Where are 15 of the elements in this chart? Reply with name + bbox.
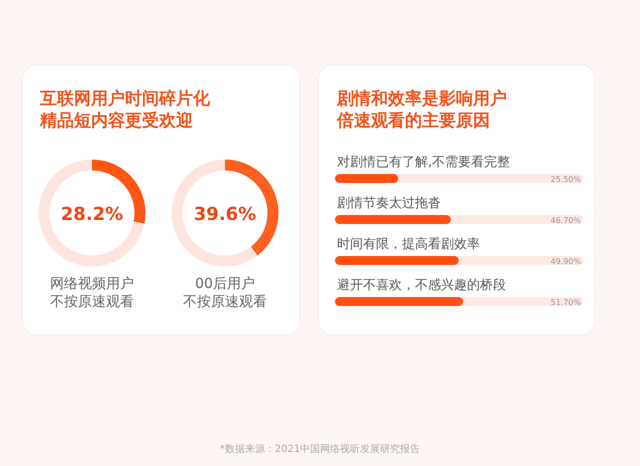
data-label: 46.70% <box>550 216 582 225</box>
text: 网络视频用户不按原速观看 <box>50 276 134 310</box>
text: *数据来源：2021中国网络视听发展研究报告 <box>220 443 420 455</box>
y-tick-label: 剧情节奏太过拖沓 <box>337 196 441 211</box>
y-tick-label: 避开不喜欢，不感兴趣的桥段 <box>337 278 506 293</box>
data-label: 51.70% <box>550 298 582 307</box>
text: 39.6% <box>194 204 256 225</box>
text: 28.2% <box>60 204 124 225</box>
data-label: 25.50% <box>550 175 582 184</box>
chart-title: 剧情和效率是影响用户倍速观看的主要原因 <box>336 89 507 132</box>
text: 互联网用户时间碎片化精品短内容更受欢迎 <box>39 89 211 132</box>
text: 00后用户不按原速观看 <box>183 276 267 310</box>
y-tick-label: 时间有限，提高看剧效率 <box>337 236 480 252</box>
y-tick-label: 对剧情已有了解,不需要看完整 <box>337 154 510 170</box>
data-label: 49.90% <box>550 257 582 266</box>
